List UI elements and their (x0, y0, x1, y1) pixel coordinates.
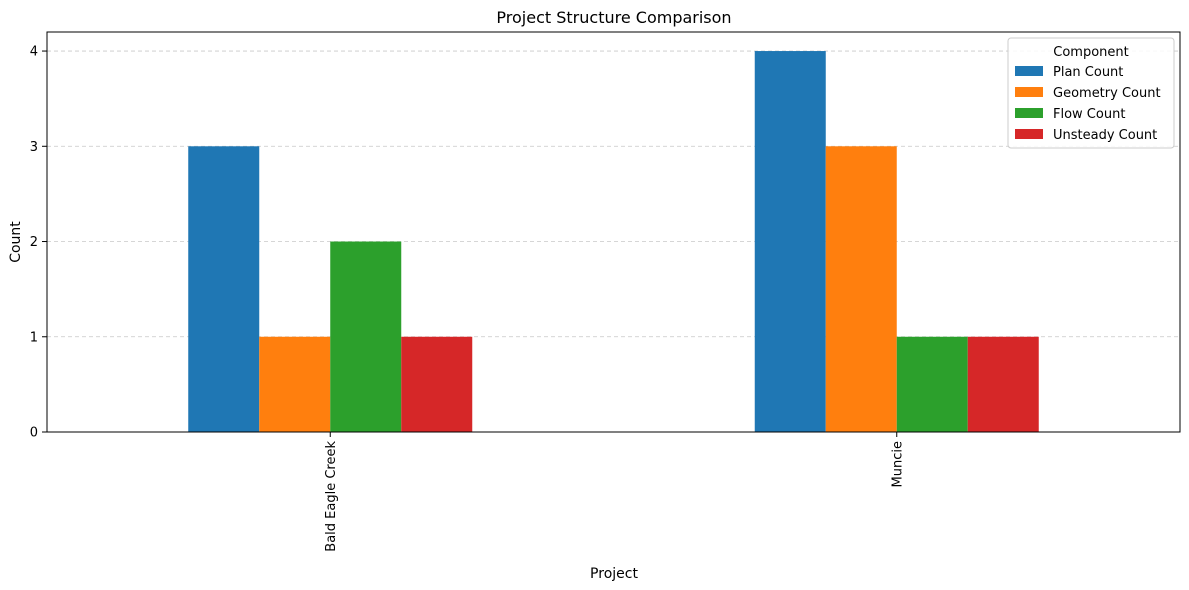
chart-title: Project Structure Comparison (496, 8, 731, 27)
legend-swatch (1015, 66, 1043, 76)
bar (330, 241, 402, 432)
bar (754, 51, 826, 433)
x-tick-label: Bald Eagle Creek (324, 441, 339, 552)
legend-label: Plan Count (1053, 65, 1123, 80)
bar (967, 336, 1039, 432)
y-axis-label: Count (8, 221, 24, 263)
y-tick-label: 3 (30, 140, 38, 155)
plot-frame (46, 31, 1181, 433)
x-tick-label: Muncie (890, 441, 905, 487)
legend-swatch (1015, 87, 1043, 97)
bar (825, 146, 897, 433)
legend: Component Plan Count Geometry Count Flow C… (1007, 37, 1175, 149)
legend-title: Component (1053, 45, 1128, 60)
bars (188, 51, 1039, 433)
bar (401, 336, 473, 432)
y-tick-label: 4 (30, 45, 38, 60)
bar (188, 146, 260, 433)
legend-label: Unsteady Count (1053, 128, 1157, 143)
y-ticks: 0 1 2 3 4 (30, 45, 47, 441)
legend-swatch (1015, 108, 1043, 118)
legend-items: Plan Count Geometry Count Flow Count Unstea… (1015, 65, 1161, 143)
legend-label: Flow Count (1053, 107, 1125, 122)
y-tick-label: 0 (30, 426, 38, 441)
x-ticks: Bald Eagle Creek Muncie (324, 432, 905, 552)
bar (896, 336, 968, 432)
bar (259, 336, 331, 432)
legend-label: Geometry Count (1053, 86, 1161, 101)
y-tick-label: 2 (30, 235, 38, 250)
legend-swatch (1015, 129, 1043, 139)
x-axis-label: Project (590, 566, 638, 582)
y-tick-label: 1 (30, 330, 38, 345)
legend-box (1007, 37, 1175, 149)
